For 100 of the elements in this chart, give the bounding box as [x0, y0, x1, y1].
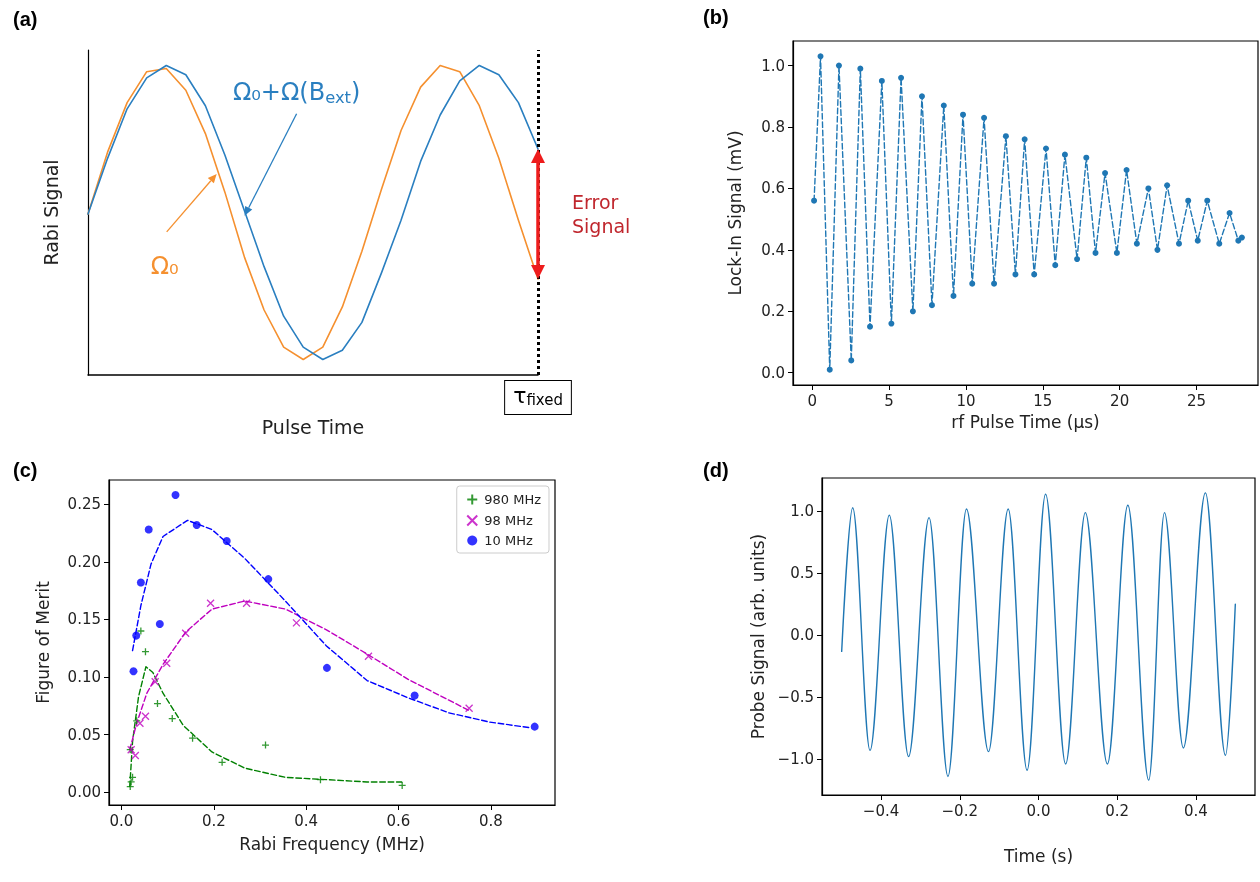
- point: [1074, 256, 1081, 263]
- line-series: [840, 492, 1237, 781]
- y-tick-label: 0.8: [761, 118, 785, 136]
- x-axis-title: Pulse Time: [261, 415, 365, 438]
- y-axis-title: Probe Signal (arb. units): [748, 533, 769, 740]
- legend-label: 10 MHz: [484, 533, 533, 548]
- point: [530, 722, 539, 731]
- point: [1102, 170, 1109, 177]
- y-tick-label: −1.0: [777, 750, 814, 769]
- point: [129, 667, 138, 676]
- x-tick-label: 0.2: [201, 811, 226, 830]
- point: [918, 93, 925, 100]
- point: [928, 302, 935, 309]
- point: [950, 292, 957, 299]
- y-tick-label: 0.15: [67, 610, 101, 629]
- point: [888, 320, 895, 327]
- legend-label: 98 MHz: [484, 513, 533, 528]
- point: [261, 740, 270, 750]
- chart-title: (d): [703, 459, 729, 481]
- point: [835, 62, 842, 69]
- x-tick-label: −0.2: [941, 801, 978, 820]
- point: [206, 599, 215, 608]
- x-tick-label: 10: [956, 391, 976, 410]
- point: [1133, 240, 1140, 247]
- point: [826, 366, 833, 373]
- y-tick-label: 0.25: [67, 495, 101, 514]
- point: [222, 537, 231, 546]
- point: [136, 578, 145, 587]
- y-tick-label: 1.0: [790, 502, 814, 521]
- chart-title: (c): [13, 459, 38, 481]
- point: [217, 758, 227, 767]
- point: [1145, 185, 1152, 192]
- point: [969, 280, 976, 287]
- x-tick-label: 25: [1186, 391, 1207, 410]
- point: [181, 629, 190, 638]
- point: [127, 777, 136, 787]
- point: [1204, 197, 1211, 204]
- y-tick-label: 0.6: [761, 179, 785, 198]
- point: [141, 712, 150, 721]
- point: [171, 490, 180, 499]
- point: [1154, 246, 1161, 253]
- point: [242, 599, 251, 608]
- x-axis-title: Rabi Frequency (MHz): [239, 833, 425, 854]
- y-axis-title: Figure of Merit: [32, 580, 53, 704]
- point: [1113, 249, 1120, 256]
- point: [136, 626, 146, 636]
- legend-label: 980 MHz: [484, 492, 542, 507]
- point: [1164, 182, 1171, 189]
- point: [464, 704, 474, 713]
- y-tick-label: 0.10: [67, 668, 101, 687]
- point: [848, 357, 855, 364]
- point: [162, 659, 171, 668]
- y-tick-label: 0.0: [761, 363, 785, 382]
- point: [364, 652, 373, 661]
- point: [1061, 151, 1068, 158]
- point: [1194, 237, 1201, 244]
- point: [1083, 154, 1090, 161]
- point: [1043, 145, 1050, 152]
- point: [1123, 167, 1130, 173]
- point: [878, 77, 885, 84]
- point: [981, 114, 988, 121]
- point: [192, 520, 201, 529]
- x-tick-label: 0.2: [1105, 801, 1130, 820]
- x-tick-label: −0.4: [862, 801, 900, 820]
- point: [991, 280, 998, 287]
- y-tick-label: 0.00: [67, 783, 101, 802]
- annotation: Ω₀: [150, 251, 179, 280]
- y-axis-title: Lock-In Signal (mV): [724, 130, 745, 296]
- point: [1021, 136, 1028, 143]
- y-tick-label: 0.20: [67, 552, 101, 571]
- point: [811, 197, 818, 204]
- y-tick-label: 0.2: [761, 302, 785, 321]
- point: [1175, 240, 1182, 247]
- point: [1226, 210, 1233, 216]
- point: [960, 111, 967, 118]
- y-axis-title: Rabi Signal: [39, 159, 62, 266]
- point: [151, 677, 160, 686]
- y-tick-label: 0.05: [67, 725, 101, 744]
- y-tick-label: 0.4: [761, 240, 785, 259]
- point: [322, 663, 331, 672]
- point: [1052, 262, 1059, 269]
- point: [940, 102, 947, 109]
- x-tick-label: 0.4: [1184, 801, 1208, 820]
- point: [135, 719, 145, 728]
- x-tick-label: 5: [884, 391, 894, 410]
- point: [1216, 240, 1223, 247]
- point: [410, 691, 419, 700]
- point: [292, 618, 301, 628]
- y-tick-label: 1.0: [761, 56, 785, 75]
- point: [1031, 271, 1038, 278]
- point: [909, 308, 916, 315]
- chart-title: (b): [703, 6, 729, 28]
- x-tick-label: 0.8: [478, 811, 503, 830]
- point: [1002, 133, 1009, 140]
- y-tick-label: 0.0: [790, 626, 814, 645]
- point: [857, 65, 864, 72]
- text: Error Signal: [572, 190, 631, 238]
- x-tick-label: 20: [1110, 391, 1130, 410]
- point: [264, 575, 273, 584]
- x-axis-title: rf Pulse Time (μs): [951, 411, 1100, 432]
